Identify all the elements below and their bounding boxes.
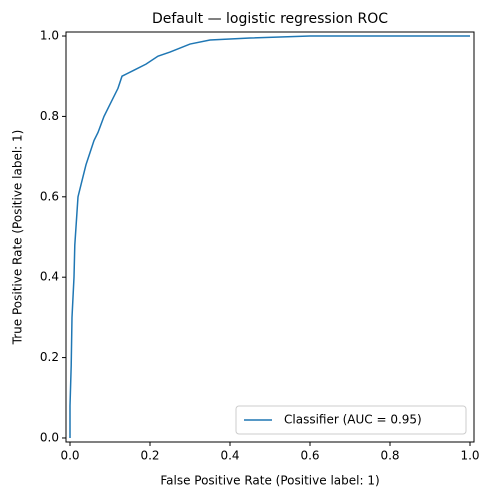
x-tick-label: 0.2 [140,449,159,463]
x-tick-label: 0.4 [220,449,239,463]
y-tick-label: 0.0 [40,430,59,444]
legend-box [235,405,467,435]
y-tick-label: 0.8 [40,109,59,123]
x-tick-label: 0.8 [380,449,399,463]
x-tick-label: 0.6 [300,449,319,463]
y-axis-label: True Positive Rate (Positive label: 1) [11,130,25,346]
x-tick-label: 1.0 [460,449,479,463]
y-tick-label: 0.4 [40,270,59,284]
y-tick-label: 0.6 [40,189,59,203]
y-tick-label: 0.2 [40,350,59,364]
y-tick-label: 1.0 [40,29,59,43]
plot-frame [65,31,475,443]
legend-label: Classifier (AUC = 0.95) [284,413,422,427]
chart-title: Default — logistic regression ROC [152,11,388,27]
x-axis-label: False Positive Rate (Positive label: 1) [160,474,379,488]
x-tick-label: 0.0 [60,449,79,463]
roc-line [69,35,470,438]
